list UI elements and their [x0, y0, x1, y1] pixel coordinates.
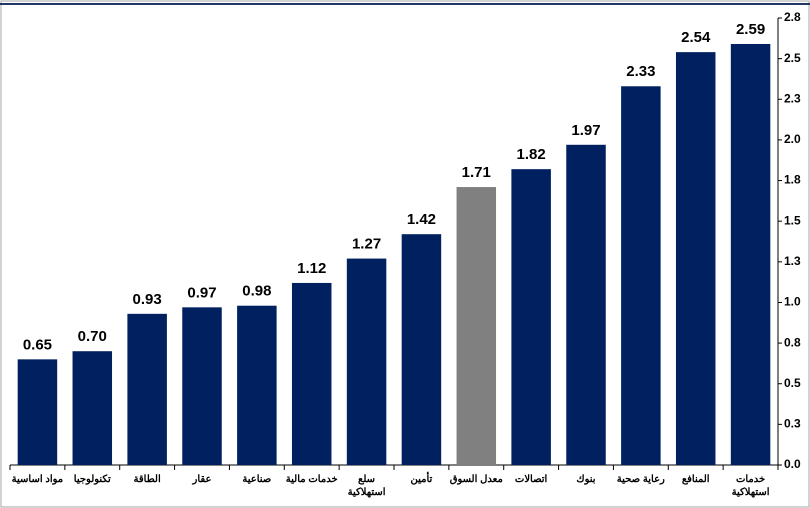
bar: [17, 359, 58, 465]
x-tick-label: اتصالات: [514, 474, 548, 485]
x-tick-label: صناعية: [242, 474, 272, 485]
x-tick-label: الطاقة: [133, 474, 161, 485]
data-label: 1.27: [352, 236, 381, 253]
y-tick-label: 0.5: [784, 376, 801, 390]
bar: [456, 187, 497, 465]
x-tick-label: تأمين: [410, 474, 433, 485]
y-tick-label: 2.3: [784, 91, 801, 105]
x-tick-label: المنافع: [681, 474, 710, 485]
x-tick-label: مواد اساسية: [11, 474, 64, 485]
data-label: 1.42: [407, 211, 436, 228]
bar: [291, 282, 332, 465]
x-tick-label: بنوك: [576, 474, 596, 485]
x-tick-label: سلع استهلاكية: [347, 474, 386, 498]
y-tick-label: 2.8: [784, 10, 801, 24]
y-tick-label: 1.8: [784, 173, 801, 187]
y-tick-label: 2.0: [784, 132, 801, 146]
x-tick-label: خدمات استهلاكية: [731, 474, 770, 498]
data-label: 0.70: [78, 328, 107, 345]
y-tick-label: 0.0: [784, 457, 801, 471]
y-tick-label: 2.5: [784, 51, 801, 65]
x-tick-label: تكنولوجيا: [73, 474, 111, 485]
data-label: 1.12: [297, 260, 326, 277]
data-label: 2.54: [681, 29, 711, 46]
bar: [182, 307, 222, 465]
bar: [730, 44, 771, 466]
bar: [511, 169, 551, 465]
data-label: 0.93: [133, 291, 162, 308]
data-label: 0.97: [187, 284, 216, 301]
y-tick-label: 1.3: [784, 254, 801, 268]
x-tick-label: معدل السوق: [449, 474, 503, 485]
bar: [566, 144, 606, 465]
bar: [346, 258, 387, 465]
data-label: 0.65: [23, 336, 52, 353]
y-tick-label: 1.5: [784, 213, 801, 227]
bar: [621, 86, 661, 465]
x-tick-label: خدمات مالية: [285, 474, 338, 485]
bar: [675, 52, 716, 465]
data-label: 1.97: [571, 122, 600, 139]
y-tick-label: 1.0: [784, 295, 801, 309]
bar: [401, 234, 442, 465]
y-tick-label: 0.3: [784, 417, 801, 431]
data-label: 2.33: [626, 63, 655, 80]
bar: [127, 313, 167, 465]
x-tick-label: رعاية صحية: [616, 474, 665, 485]
bar: [237, 305, 277, 465]
x-tick-label: عقار: [192, 474, 212, 485]
bar: [72, 351, 113, 465]
data-label: 1.71: [462, 164, 491, 181]
data-label: 0.98: [242, 283, 271, 300]
data-label: 1.82: [517, 146, 546, 163]
y-tick-label: 0.8: [784, 335, 801, 349]
data-label: 2.59: [736, 21, 765, 38]
